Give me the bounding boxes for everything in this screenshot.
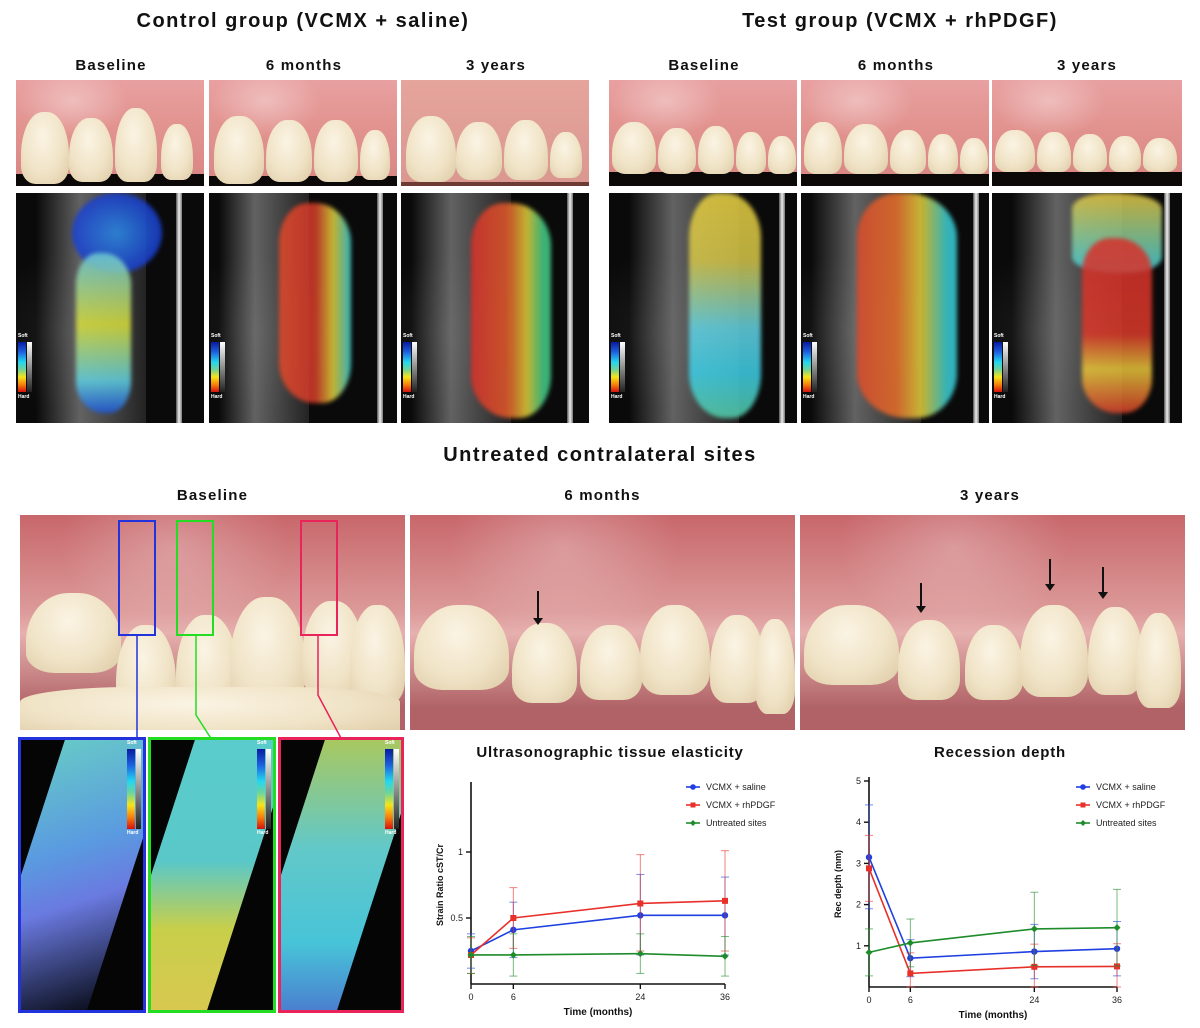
elasticity-color-scale: Soft Hard bbox=[127, 740, 143, 836]
data-point bbox=[907, 970, 914, 977]
legend-label: VCMX + saline bbox=[1096, 782, 1156, 792]
data-point bbox=[510, 915, 517, 921]
x-tick-label: 0 bbox=[468, 992, 473, 1002]
control-baseline-elastogram: Soft Hard bbox=[16, 193, 204, 423]
series-untreated-sites bbox=[865, 888, 1121, 977]
roi-box-blue bbox=[118, 520, 156, 636]
x-tick-label: 0 bbox=[866, 995, 871, 1005]
data-point bbox=[1113, 924, 1121, 932]
control-col-baseline: Baseline bbox=[75, 57, 147, 74]
recession-arrow bbox=[1098, 567, 1108, 599]
data-point bbox=[637, 900, 644, 907]
roi-elastogram-green: Soft Hard bbox=[148, 737, 276, 1013]
legend-label: VCMX + saline bbox=[706, 782, 766, 792]
elasticity-color-scale: Soft Hard bbox=[403, 333, 421, 401]
elasticity-color-scale: Soft Hard bbox=[611, 333, 629, 401]
y-tick-label: 1 bbox=[458, 847, 463, 857]
x-tick-label: 24 bbox=[1029, 995, 1039, 1005]
chart-legend: VCMX + saline VCMX + rhPDGF Untreated site… bbox=[686, 782, 776, 828]
recession-arrow bbox=[916, 583, 926, 613]
test-6-months-elastogram: Soft Hard bbox=[801, 193, 989, 423]
x-tick-label: 24 bbox=[635, 992, 645, 1002]
untreated-col-3-years: 3 years bbox=[959, 487, 1021, 504]
roi-elastogram-blue: Soft Hard bbox=[18, 737, 146, 1013]
test-baseline-photo bbox=[609, 80, 797, 186]
control-3-years-photo bbox=[401, 80, 589, 186]
x-tick-label: 6 bbox=[908, 995, 913, 1005]
test-3-years-elastogram: Soft Hard bbox=[992, 193, 1182, 423]
elasticity-color-scale: Soft Hard bbox=[385, 740, 401, 836]
control-col-6-months: 6 months bbox=[265, 57, 343, 74]
x-tick-label: 6 bbox=[511, 992, 516, 1002]
control-3-years-elastogram: Soft Hard bbox=[401, 193, 589, 423]
data-point bbox=[866, 865, 872, 872]
series-vcmx-rhpdgf bbox=[865, 834, 1121, 988]
data-point bbox=[722, 897, 728, 904]
untreated-baseline-photo bbox=[20, 515, 405, 730]
y-axis-label: Strain Ratio cST/Cr bbox=[435, 843, 445, 926]
test-6-months-photo bbox=[801, 80, 989, 186]
series-vcmx-saline bbox=[865, 804, 1121, 980]
test-col-baseline: Baseline bbox=[668, 57, 740, 74]
elasticity-color-scale: Soft Hard bbox=[257, 740, 273, 836]
control-6-months-photo bbox=[209, 80, 397, 186]
data-point bbox=[636, 950, 644, 958]
roi-box-green bbox=[176, 520, 214, 636]
x-axis-label: Time (months) bbox=[564, 1007, 633, 1018]
y-tick-label: 4 bbox=[856, 817, 861, 827]
chart-legend: VCMX + saline VCMX + rhPDGF Untreated site… bbox=[1076, 782, 1166, 828]
y-tick-label: 5 bbox=[856, 776, 861, 786]
legend-label: Untreated sites bbox=[706, 818, 767, 828]
test-baseline-elastogram: Soft Hard bbox=[609, 193, 797, 423]
data-point bbox=[467, 951, 475, 959]
untreated-section-title: Untreated contralateral sites bbox=[443, 444, 757, 466]
roi-elastogram-pink: Soft Hard bbox=[278, 737, 404, 1013]
untreated-col-6-months: 6 months bbox=[564, 487, 641, 504]
roi-box-pink bbox=[300, 520, 338, 636]
series-untreated-sites bbox=[467, 933, 729, 977]
control-col-3-years: 3 years bbox=[465, 57, 527, 74]
y-tick-label: 0.5 bbox=[450, 913, 463, 923]
roi-connector-lines bbox=[84, 636, 343, 743]
legend-label: Untreated sites bbox=[1096, 818, 1157, 828]
y-tick-label: 3 bbox=[856, 858, 861, 868]
x-tick-label: 36 bbox=[1112, 995, 1122, 1005]
x-axis-label: Time (months) bbox=[959, 1010, 1028, 1021]
control-6-months-elastogram: Soft Hard bbox=[209, 193, 397, 423]
untreated-6-months-photo bbox=[410, 515, 795, 730]
data-point bbox=[1030, 925, 1038, 933]
recession-arrow bbox=[533, 591, 543, 625]
control-baseline-photo bbox=[16, 80, 204, 186]
elasticity-chart: 0 6 24 36 0.5 1 Time (months) Strain Ratio cST/… bbox=[435, 782, 776, 1018]
elasticity-color-scale: Soft Hard bbox=[211, 333, 229, 401]
elasticity-color-scale: Soft Hard bbox=[994, 333, 1012, 401]
y-tick-label: 1 bbox=[856, 941, 861, 951]
untreated-col-baseline: Baseline bbox=[176, 487, 249, 504]
data-point bbox=[509, 951, 517, 959]
untreated-3-years-photo bbox=[800, 515, 1185, 730]
recession-chart-title: Recession depth bbox=[933, 744, 1067, 761]
legend-label: VCMX + rhPDGF bbox=[706, 800, 776, 810]
data-point bbox=[1031, 963, 1038, 970]
data-point bbox=[906, 939, 914, 947]
recession-arrow bbox=[1045, 559, 1055, 591]
test-col-3-years: 3 years bbox=[1056, 57, 1118, 74]
control-group-title: Control group (VCMX + saline) bbox=[136, 10, 470, 32]
elasticity-color-scale: Soft Hard bbox=[803, 333, 821, 401]
legend-label: VCMX + rhPDGF bbox=[1096, 800, 1166, 810]
elasticity-color-scale: Soft Hard bbox=[18, 333, 36, 401]
elasticity-chart-title: Ultrasonographic tissue elasticity bbox=[476, 744, 744, 761]
x-tick-label: 36 bbox=[720, 992, 730, 1002]
test-group-title: Test group (VCMX + rhPDGF) bbox=[742, 10, 1058, 32]
test-col-6-months: 6 months bbox=[857, 57, 935, 74]
data-point bbox=[865, 948, 873, 956]
data-point bbox=[721, 952, 729, 960]
recession-depth-chart: 0 6 24 36 1 2 3 4 5 Time (months) Rec depth (mm) VC… bbox=[833, 776, 1166, 1021]
test-3-years-photo bbox=[992, 80, 1182, 186]
y-axis-label: Rec depth (mm) bbox=[833, 850, 843, 918]
y-tick-label: 2 bbox=[856, 900, 861, 910]
